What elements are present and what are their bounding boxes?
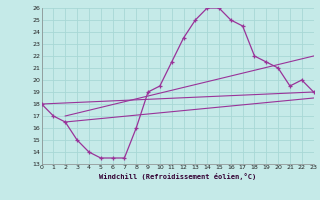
- X-axis label: Windchill (Refroidissement éolien,°C): Windchill (Refroidissement éolien,°C): [99, 173, 256, 180]
